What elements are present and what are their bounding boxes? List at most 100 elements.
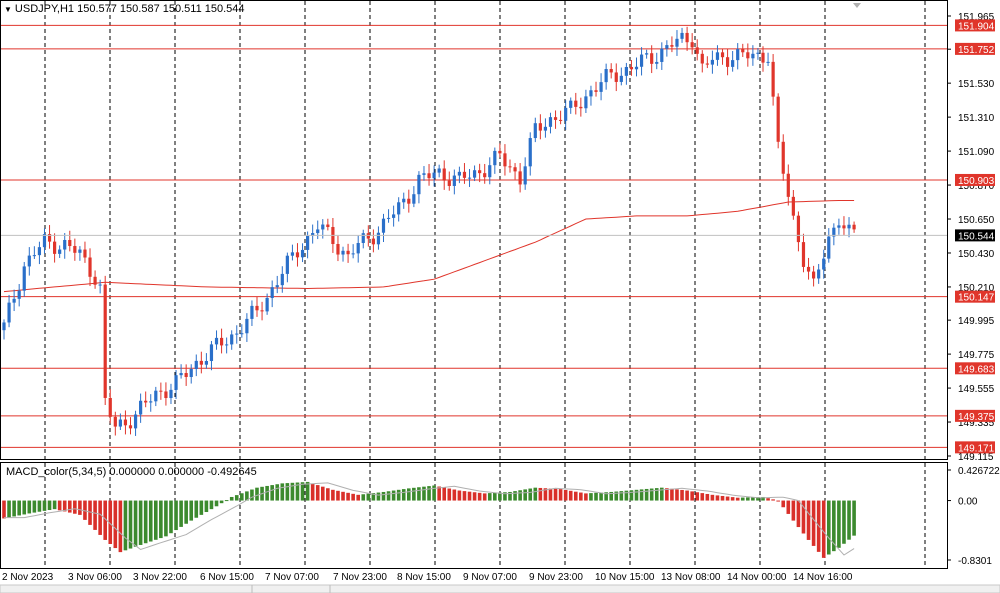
candle-body <box>12 298 16 303</box>
macd-bar <box>705 493 710 501</box>
macd-bar <box>644 488 649 501</box>
moving-average <box>3 200 855 293</box>
macd-bar <box>229 496 234 501</box>
candle-body <box>47 234 52 242</box>
level-price-tag <box>955 441 995 454</box>
candle-body <box>245 318 249 334</box>
candle-body <box>781 141 785 174</box>
y-tick-label: 151.090 <box>958 147 995 158</box>
candle-body <box>265 297 269 312</box>
macd-bar <box>639 489 644 501</box>
macd-bar <box>169 500 173 534</box>
macd-bar <box>123 500 128 551</box>
macd-bar <box>811 500 816 546</box>
scroll-indicator-icon[interactable] <box>853 3 861 8</box>
macd-bar <box>37 500 42 512</box>
candle-body <box>842 225 846 229</box>
macd-panel <box>0 462 948 569</box>
indicator-values: 0.000000 0.000000 -0.492645 <box>109 466 257 478</box>
candle-body <box>645 53 649 55</box>
macd-bar <box>118 500 123 553</box>
y-tick-label: 149.115 <box>958 452 994 463</box>
macd-bar <box>837 500 841 548</box>
macd-bar <box>604 492 608 501</box>
candle-body <box>650 53 654 64</box>
macd-bar <box>224 500 229 502</box>
candle-body <box>761 52 765 63</box>
macd-bar <box>624 490 629 501</box>
candle-body <box>184 373 188 378</box>
candle-body <box>98 284 102 286</box>
macd-bar <box>498 492 502 501</box>
candle-body <box>392 214 396 218</box>
candle-body <box>437 168 441 173</box>
chart-header: ▼ USDJPY,H1 150.577 150.587 150.511 150.5… <box>4 3 245 15</box>
candle-body <box>543 126 548 131</box>
macd-bar <box>290 482 295 501</box>
candle-body <box>133 414 138 429</box>
candle-body <box>326 224 330 228</box>
candle-body <box>422 173 426 175</box>
macd-bar <box>599 492 603 501</box>
high-value: 150.587 <box>119 3 160 15</box>
macd-bar <box>432 485 436 501</box>
open-value: 150.577 <box>77 3 117 15</box>
candle-body <box>594 90 598 92</box>
candle-body <box>346 250 350 255</box>
macd-bar <box>331 489 335 501</box>
candle-body <box>720 52 725 58</box>
macd-bar <box>548 488 553 501</box>
candle-body <box>776 96 780 142</box>
candle-body <box>341 250 345 255</box>
macd-bar <box>508 491 512 501</box>
candle-body <box>144 400 148 403</box>
bottom-tab-bar[interactable] <box>0 584 1000 593</box>
level-price-tag <box>955 42 995 55</box>
candle-body <box>356 242 360 254</box>
macd-bar <box>670 488 674 501</box>
macd-bar <box>751 497 755 501</box>
macd-bar <box>791 500 796 521</box>
macd-bar <box>503 492 507 501</box>
level-price-tag-text: 151.904 <box>958 21 995 32</box>
macd-bar <box>685 490 689 501</box>
macd-bar <box>568 490 573 501</box>
macd-bar <box>801 500 806 534</box>
candle-body <box>300 249 305 258</box>
candle-body <box>53 241 57 254</box>
candle-body <box>806 266 811 272</box>
macd-bar <box>543 488 548 501</box>
candle-body <box>118 419 122 427</box>
symbol-menu-icon[interactable]: ▼ <box>4 5 12 14</box>
candle-body <box>68 239 72 247</box>
candle-body <box>518 171 522 185</box>
horizontal-levels <box>1 24 947 448</box>
macd-bar <box>477 492 482 501</box>
candle-body <box>847 224 851 229</box>
candle-body <box>791 196 795 216</box>
signal-line <box>4 482 855 556</box>
macd-bar <box>371 493 376 501</box>
macd-bar <box>715 495 720 501</box>
candle-body <box>174 375 178 390</box>
macd-bar <box>452 489 457 501</box>
macd-bar <box>771 499 775 501</box>
candle-body <box>488 165 492 178</box>
candle-body <box>462 171 467 178</box>
macd-bar <box>376 492 381 501</box>
candle-body <box>508 166 512 168</box>
candle-body <box>17 290 21 299</box>
macd-bar <box>513 491 517 501</box>
main-panel-border <box>0 0 948 460</box>
candle-body <box>93 276 97 285</box>
macd-bar <box>654 488 659 501</box>
macd-bar <box>78 500 82 515</box>
candle-body <box>361 233 365 243</box>
level-price-tag <box>955 19 995 32</box>
macd-bar <box>356 494 360 501</box>
macd-bar <box>447 488 452 501</box>
candle-body <box>230 334 234 345</box>
macd-bar <box>12 500 16 517</box>
y-tick-label: 151.965 <box>958 12 995 23</box>
